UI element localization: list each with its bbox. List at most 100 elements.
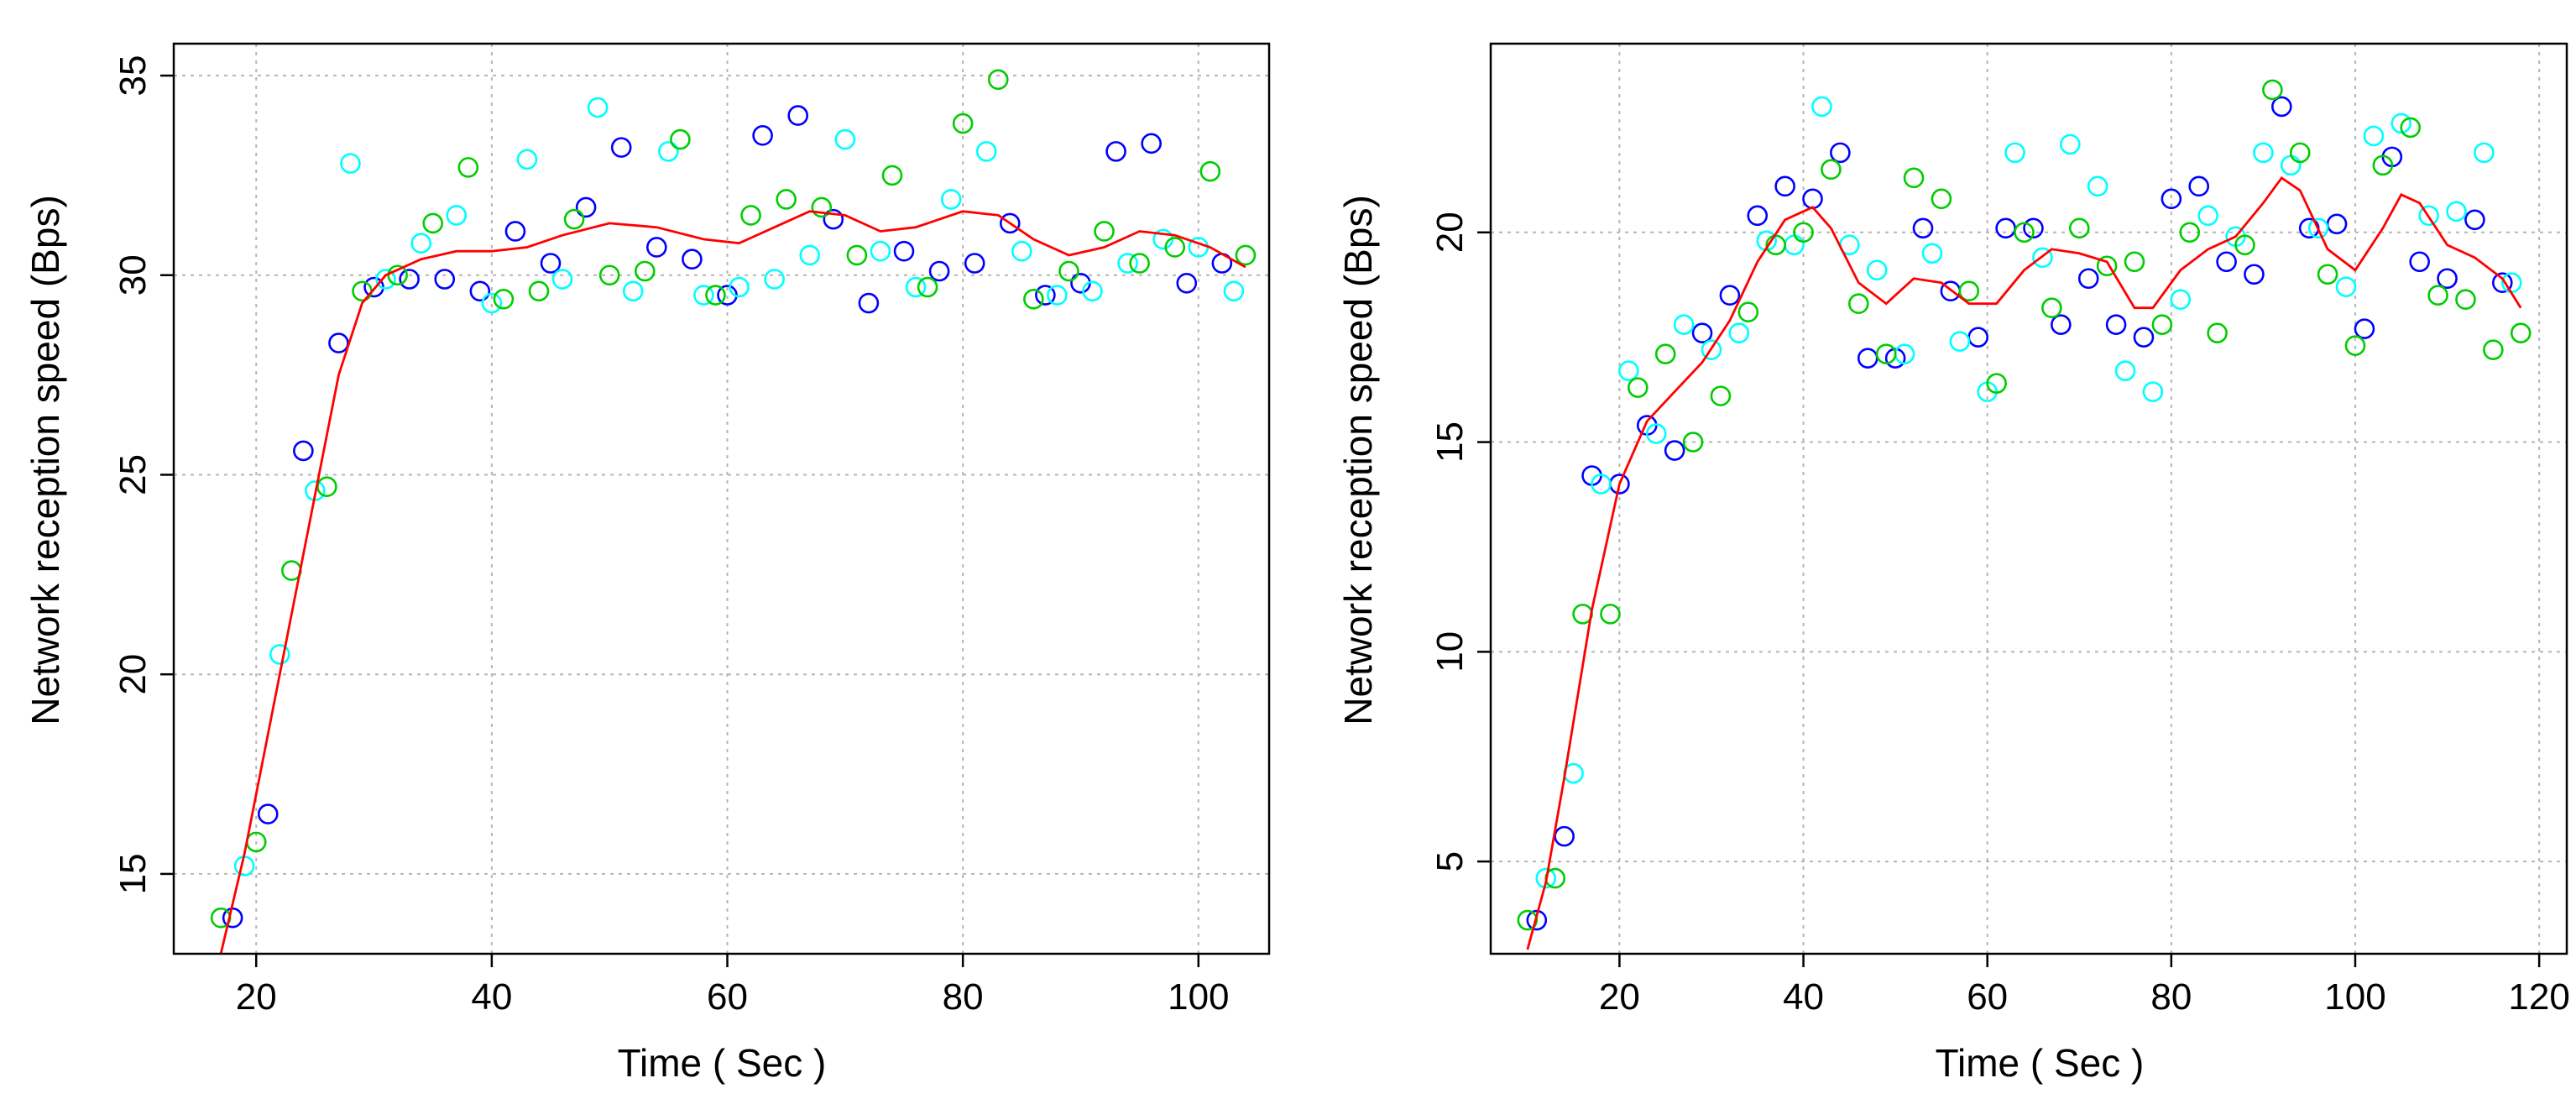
data-point [2372,154,2394,176]
chart-panel-left: Network reception speed (Bps) Time ( Sec… [24,42,1271,1085]
data-point [1141,133,1162,154]
data-point [811,196,833,218]
series-green [210,69,1257,929]
x-tick-label: 40 [471,976,512,1018]
data-point [1223,280,1245,302]
data-point [987,69,1009,91]
data-point [2271,96,2292,118]
data-point [1526,909,1548,931]
data-point [563,208,585,230]
data-point [2051,314,2072,335]
series-blue [222,105,1233,929]
data-point [1628,377,1649,398]
data-point [1082,280,1103,302]
data-point [834,128,856,150]
data-point [928,260,950,282]
data-point [610,137,632,158]
series-cyan [233,97,1245,877]
data-point [1164,237,1186,258]
data-point [2004,142,2025,164]
data-point [422,212,444,234]
data-point [1673,314,1695,335]
data-point [2253,142,2274,164]
data-point [1035,285,1056,306]
data-point [2170,289,2192,311]
data-point [705,285,726,306]
y-tick-label: 30 [112,254,154,296]
data-point [504,221,526,242]
data-point [2060,133,2081,155]
data-point [575,196,597,218]
data-point [1591,474,1612,495]
data-point [905,276,927,298]
data-point [952,113,974,134]
data-point [1023,288,1044,310]
data-point [1701,339,1722,360]
data-point [1931,188,1952,210]
axes: 20 40 60 80 100 120 5 10 15 20 [1429,212,2570,1018]
y-tick-label: 25 [112,454,154,495]
data-point [2105,314,2127,335]
x-axis-label: Time ( Sec ) [618,1041,827,1085]
data-point [2427,285,2448,306]
data-point [752,125,773,146]
data-point [2014,222,2035,243]
data-point [1618,360,1639,381]
data-point [2142,381,2164,402]
data-point [540,253,562,274]
data-point [2464,209,2485,231]
data-point [646,237,667,258]
data-point [2474,142,2495,164]
data-point [469,280,491,302]
data-point [1737,301,1759,323]
data-point [1710,385,1732,406]
data-point [493,288,515,310]
data-point [2307,217,2329,239]
x-tick-label: 120 [2508,976,2569,1018]
data-point [870,240,891,262]
data-point [2344,335,2366,356]
y-axis-label: Network reception speed (Bps) [1336,195,1380,725]
data-point [1645,423,1667,444]
data-point [999,212,1021,234]
data-point [776,189,797,210]
data-point [410,233,431,254]
grid [174,44,1269,954]
data-point [528,280,550,302]
data-point [740,205,761,226]
data-point [1129,253,1150,274]
data-point [2041,297,2062,319]
data-point [2087,175,2108,197]
data-point [1747,205,1769,227]
data-point [1117,253,1138,274]
axes: 20 40 60 80 100 15 20 25 30 35 [112,55,1230,1018]
data-point [670,128,691,150]
data-point [1921,243,1943,264]
y-tick-label: 35 [112,55,154,97]
data-point [257,803,279,824]
data-point [858,292,880,314]
data-point [551,269,573,290]
data-point [881,165,903,186]
data-point [1866,259,1888,281]
data-point [2446,201,2467,222]
data-point [1903,167,1925,189]
x-tick-label: 40 [1783,976,1824,1018]
y-axis-label: Network reception speed (Bps) [24,195,67,725]
data-point [2216,251,2237,273]
data-point [434,269,456,290]
data-point [2151,314,2173,335]
data-point [2023,217,2044,239]
data-point [1811,96,1832,118]
data-point [2068,217,2090,239]
data-point [1105,141,1126,162]
data-point [787,105,809,126]
y-tick-label: 20 [1429,212,1471,253]
data-point [2124,251,2145,273]
data-point [764,269,785,290]
trend-line [1526,175,2522,950]
data-point [1719,285,1741,306]
data-point [2133,327,2155,348]
data-point [846,244,868,266]
data-point [1011,240,1032,262]
